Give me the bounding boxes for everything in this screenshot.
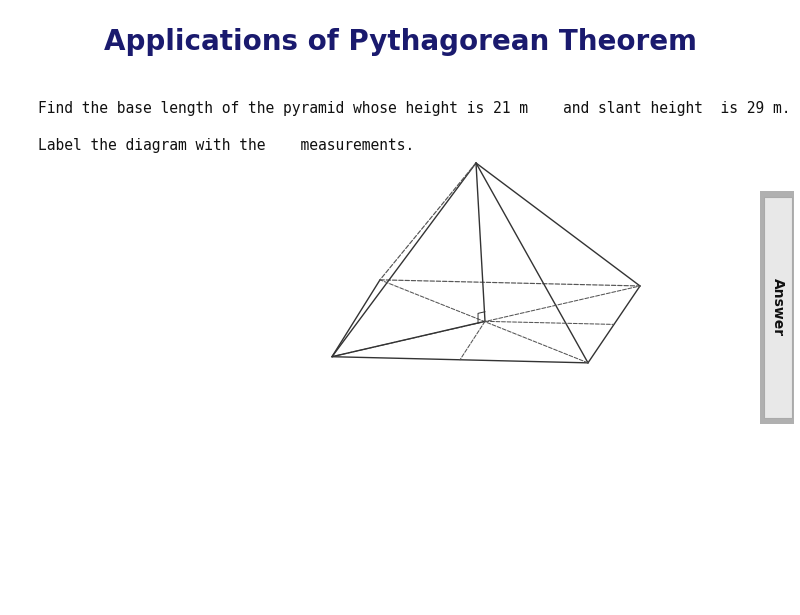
Bar — [764, 197, 792, 418]
Bar — [760, 191, 794, 424]
Text: Label the diagram with the    measurements.: Label the diagram with the measurements. — [38, 138, 414, 153]
Text: Applications of Pythagorean Theorem: Applications of Pythagorean Theorem — [103, 28, 697, 56]
Text: Answer: Answer — [771, 279, 785, 336]
Text: Find the base length of the pyramid whose height is 21 m    and slant height  is: Find the base length of the pyramid whos… — [38, 101, 791, 116]
